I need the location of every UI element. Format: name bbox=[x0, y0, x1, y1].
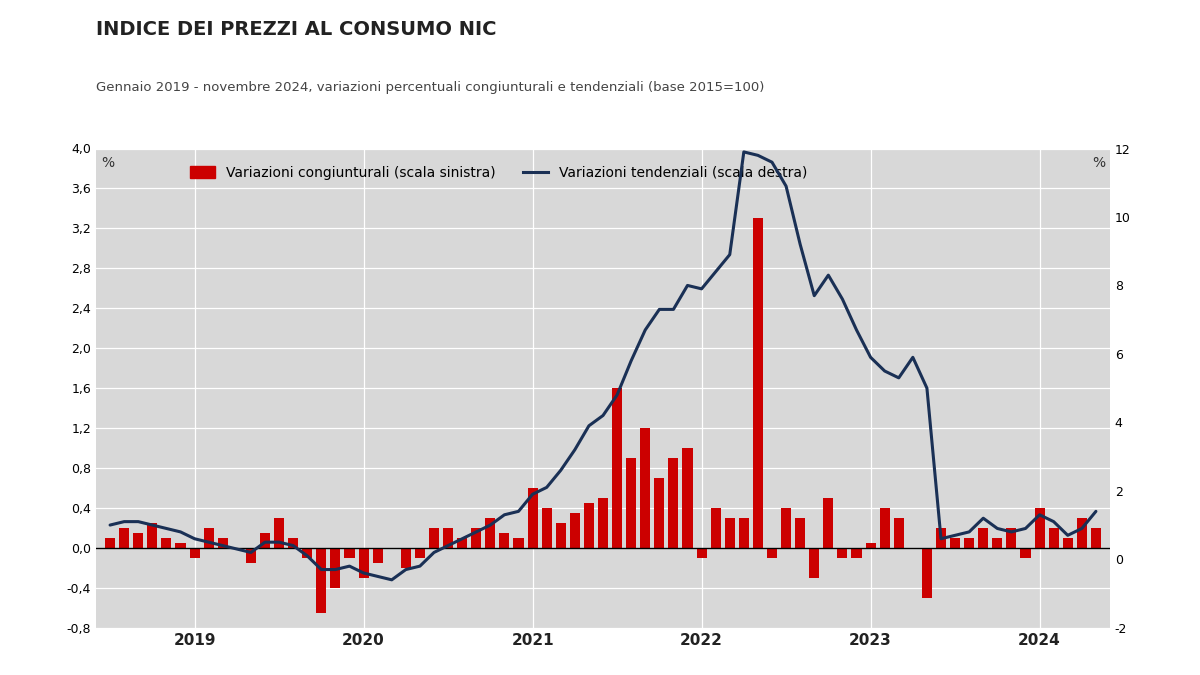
Bar bbox=[1034, 508, 1045, 548]
Bar bbox=[696, 548, 707, 558]
Bar bbox=[175, 543, 186, 548]
Bar bbox=[838, 548, 847, 558]
Bar bbox=[796, 518, 805, 548]
Bar bbox=[683, 448, 692, 548]
Bar bbox=[809, 548, 820, 578]
Bar bbox=[612, 388, 622, 548]
Bar bbox=[1091, 528, 1100, 548]
Bar bbox=[485, 518, 496, 548]
Bar bbox=[752, 219, 763, 548]
Bar bbox=[541, 508, 552, 548]
Bar bbox=[106, 538, 115, 548]
Bar bbox=[528, 488, 538, 548]
Bar bbox=[428, 528, 439, 548]
Bar bbox=[204, 528, 214, 548]
Bar bbox=[1007, 528, 1016, 548]
Bar bbox=[739, 518, 749, 548]
Bar bbox=[302, 548, 312, 558]
Bar bbox=[992, 538, 1002, 548]
Bar bbox=[626, 458, 636, 548]
Bar bbox=[514, 538, 523, 548]
Bar bbox=[372, 548, 383, 563]
Bar bbox=[654, 478, 665, 548]
Bar bbox=[274, 518, 284, 548]
Bar bbox=[288, 538, 299, 548]
Bar bbox=[710, 508, 721, 548]
Text: %: % bbox=[101, 156, 114, 169]
Bar bbox=[499, 533, 510, 548]
Bar bbox=[1049, 528, 1058, 548]
Bar bbox=[1020, 548, 1031, 558]
Bar bbox=[950, 538, 960, 548]
Bar bbox=[781, 508, 791, 548]
Bar bbox=[1076, 518, 1087, 548]
Bar bbox=[978, 528, 989, 548]
Bar bbox=[401, 548, 410, 568]
Bar bbox=[161, 538, 172, 548]
Bar bbox=[1063, 538, 1073, 548]
Bar bbox=[584, 503, 594, 548]
Bar bbox=[344, 548, 354, 558]
Bar bbox=[823, 498, 834, 548]
Bar bbox=[415, 548, 425, 558]
Bar bbox=[894, 518, 904, 548]
Text: %: % bbox=[1092, 156, 1105, 169]
Bar bbox=[767, 548, 778, 558]
Bar bbox=[598, 498, 608, 548]
Bar bbox=[190, 548, 199, 558]
Bar bbox=[133, 533, 143, 548]
Bar bbox=[880, 508, 889, 548]
Bar bbox=[865, 543, 876, 548]
Bar bbox=[246, 548, 256, 563]
Bar bbox=[556, 523, 566, 548]
Text: Gennaio 2019 - novembre 2024, variazioni percentuali congiunturali e tendenziali: Gennaio 2019 - novembre 2024, variazioni… bbox=[96, 81, 764, 94]
Bar bbox=[457, 538, 467, 548]
Text: INDICE DEI PREZZI AL CONSUMO NIC: INDICE DEI PREZZI AL CONSUMO NIC bbox=[96, 20, 497, 39]
Bar bbox=[472, 528, 481, 548]
Bar bbox=[443, 528, 454, 548]
Bar bbox=[668, 458, 678, 548]
Bar bbox=[217, 538, 228, 548]
Legend: Variazioni congiunturali (scala sinistra), Variazioni tendenziali (scala destra): Variazioni congiunturali (scala sinistra… bbox=[184, 160, 814, 186]
Bar bbox=[725, 518, 734, 548]
Bar bbox=[964, 538, 974, 548]
Bar bbox=[317, 548, 326, 613]
Bar bbox=[640, 428, 650, 548]
Bar bbox=[936, 528, 946, 548]
Bar bbox=[330, 548, 341, 588]
Bar bbox=[359, 548, 368, 578]
Bar bbox=[119, 528, 130, 548]
Bar bbox=[260, 533, 270, 548]
Bar bbox=[570, 513, 580, 548]
Bar bbox=[852, 548, 862, 558]
Bar bbox=[922, 548, 932, 598]
Bar bbox=[148, 523, 157, 548]
